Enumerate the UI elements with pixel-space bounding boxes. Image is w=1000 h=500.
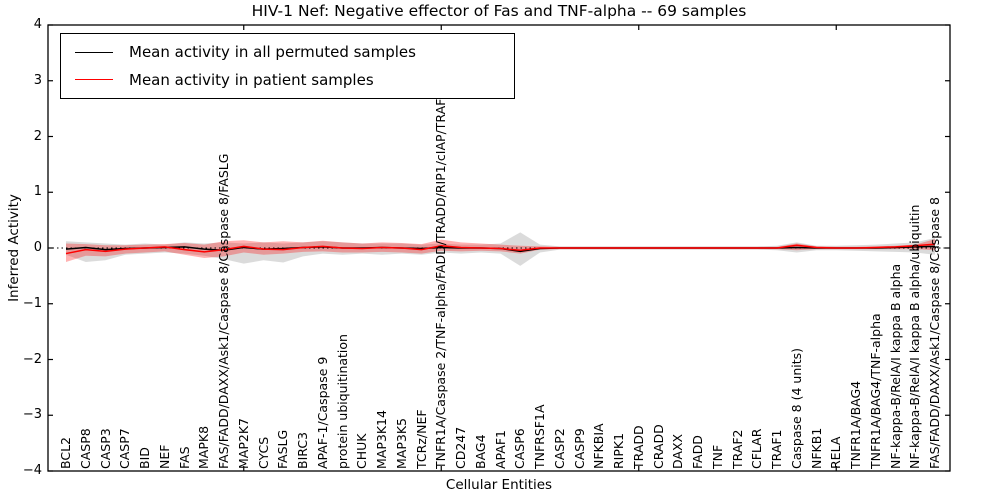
x-tick-label: BIRC3 (295, 431, 310, 469)
legend-row-patient: Mean activity in patient samples (61, 71, 514, 89)
legend-label-patient: Mean activity in patient samples (129, 70, 374, 89)
x-tick-label: MAPK8 (196, 425, 212, 469)
x-tick-label: CYCS (255, 436, 271, 469)
y-tick-label: 1 (33, 184, 42, 200)
x-tick-label: APAF-1/Caspase 9 (314, 356, 330, 469)
permuted-line-swatch-icon (75, 51, 113, 53)
x-axis-label: Cellular Entities (445, 477, 553, 493)
x-tick-label: NFKB1 (808, 427, 824, 469)
y-tick-label: 0 (33, 240, 42, 255)
x-tick-label: NFKBIA (591, 423, 607, 469)
x-tick-label: RELA (828, 436, 844, 469)
x-tick-label: FADD (690, 435, 705, 469)
x-tick-label: NF-kappa-B/RelA/I kappa B alpha/ubiquiti… (907, 204, 923, 469)
x-tick-label: TNFRSF1A (532, 404, 547, 470)
x-tick-label: TNF (709, 444, 725, 469)
y-tick-label: 2 (33, 128, 42, 144)
y-tick-label: 3 (33, 72, 42, 88)
legend: Mean activity in all permuted samples Me… (60, 33, 515, 99)
x-tick-label: CASP7 (117, 428, 133, 469)
x-tick-label: Caspase 8 (4 units) (788, 347, 804, 469)
y-tick-label: −4 (22, 463, 42, 478)
x-tick-label: CFLAR (749, 428, 765, 469)
x-tick-label: protein ubiquitination (334, 334, 350, 469)
x-tick-label: BID (137, 447, 152, 469)
x-tick-label: CHUK (354, 433, 370, 469)
x-tick-label: FAS (176, 446, 192, 469)
x-tick-label: TNFR1A/Caspase 2/TNF-alpha/FADD/TRADD/RI… (433, 90, 449, 469)
x-tick-label: FASLG (275, 429, 291, 469)
x-tick-label: FAS/FADD/DAXX/Ask1/Caspase 8/Caspase 8 (927, 196, 942, 469)
x-tick-label: CASP9 (571, 428, 587, 469)
x-tick-label: CASP6 (512, 428, 528, 469)
x-tick-label: MAP2K7 (235, 418, 251, 469)
chart-title: HIV-1 Nef: Negative effector of Fas and … (251, 2, 747, 20)
y-tick-label: −2 (22, 351, 42, 367)
legend-label-permuted: Mean activity in all permuted samples (129, 43, 416, 62)
x-tick-label: TNFR1A/BAG4 (848, 380, 863, 469)
x-tick-label: BCL2 (58, 436, 73, 469)
x-tick-label: TRAF2 (729, 429, 745, 469)
x-tick-label: NEF (156, 444, 172, 469)
x-tick-label: TRAF1 (769, 429, 784, 469)
x-tick-label: DAXX (670, 433, 686, 469)
legend-row-permuted: Mean activity in all permuted samples (61, 43, 514, 61)
x-tick-label: TRADD (630, 425, 646, 469)
x-tick-label: MAP3K14 (374, 410, 389, 469)
x-tick-label: CRADD (650, 424, 666, 469)
x-tick-label: CASP8 (77, 428, 93, 469)
x-tick-label: CD247 (453, 426, 468, 469)
x-tick-label: TNFR1A/BAG4/TNF-alpha (867, 313, 883, 469)
x-tick-label: MAP3K5 (393, 418, 409, 469)
y-tick-label: −1 (22, 295, 42, 311)
x-tick-label: BAG4 (472, 434, 488, 469)
x-tick-label: TCRz/NEF (413, 409, 429, 469)
x-tick-label: FAS/FADD/DAXX/Ask1/Caspase 8/Caspase 8/F… (216, 153, 231, 469)
x-tick-label: NF-kappa-B/RelA/I kappa B alpha (887, 263, 903, 469)
band-1 (66, 239, 935, 262)
y-tick-label: −3 (22, 407, 42, 423)
x-tick-label: CASP3 (97, 428, 113, 469)
series-line-1 (65, 243, 936, 255)
x-tick-label: CASP2 (551, 428, 567, 469)
x-tick-label: RIPK1 (611, 432, 626, 469)
patient-line-swatch-icon (75, 79, 113, 81)
x-tick-label: APAF1 (492, 430, 508, 469)
y-tick-label: 4 (33, 17, 42, 32)
